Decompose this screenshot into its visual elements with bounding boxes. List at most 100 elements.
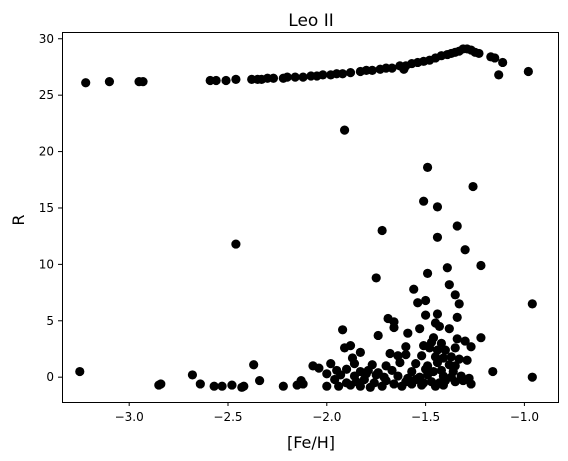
scatter-point: [377, 225, 387, 236]
axis-ticks: −3.0 −2.5 −2.0 −1.5 −1.0 0 5 10 15 20 25 30: [39, 32, 539, 424]
scatter-point: [371, 273, 381, 283]
scatter-point: [407, 366, 417, 377]
scatter-point: [498, 57, 508, 68]
scatter-point: [298, 72, 308, 82]
scatter-point: [345, 380, 356, 390]
scatter-point: [322, 369, 332, 379]
scatter-point: [221, 75, 231, 86]
scatter-point: [395, 357, 405, 368]
scatter-point: [421, 310, 431, 320]
scatter-point: [452, 221, 462, 231]
scatter-point: [476, 260, 486, 271]
scatter-point: [432, 202, 443, 212]
scatter-point: [187, 370, 198, 380]
scatter-point: [334, 381, 344, 391]
scatter-point: [255, 375, 265, 386]
scatter-point: [231, 74, 241, 84]
scatter-point: [444, 280, 454, 290]
scatter-point: [422, 268, 433, 279]
x-tick-label: −3.0: [115, 410, 144, 424]
scatter-point: [377, 381, 387, 391]
x-tick-label: −1.0: [510, 410, 539, 424]
scatter-point: [231, 239, 241, 249]
scatter-point: [466, 342, 476, 352]
scatter-point: [355, 381, 365, 391]
scatter-point: [341, 364, 352, 374]
scatter-point: [460, 336, 470, 346]
y-tick-label: 15: [39, 201, 54, 215]
scatter-point: [209, 381, 219, 391]
scatter-point: [298, 379, 308, 389]
scatter-point: [104, 77, 115, 87]
y-axis-label: R: [9, 214, 28, 225]
scatter-point: [440, 345, 450, 355]
scatter-point: [466, 379, 476, 389]
scatter-point: [421, 295, 431, 306]
scatter-point: [444, 324, 454, 334]
scatter-point: [407, 379, 417, 389]
scatter-point: [278, 381, 288, 391]
scatter-point: [401, 350, 411, 360]
scatter-point: [452, 334, 462, 344]
scatter-point: [434, 321, 445, 332]
scatter-point: [389, 379, 399, 389]
scatter-point: [468, 181, 478, 192]
scatter-point: [138, 77, 148, 87]
scatter-point: [446, 352, 456, 362]
y-tick-label: 10: [39, 257, 54, 271]
scatter-point: [460, 245, 470, 255]
x-tick-label: −2.5: [213, 410, 242, 424]
scatter-point: [282, 72, 292, 82]
scatter-point: [330, 374, 340, 385]
x-tick-label: −2.0: [312, 410, 341, 424]
scatter-point: [217, 381, 227, 391]
scatter-point: [436, 338, 447, 348]
scatter-point: [523, 66, 533, 77]
scatter-point: [454, 354, 464, 364]
scatter-point: [239, 381, 249, 391]
scatter-point: [419, 196, 429, 206]
y-tick-label: 30: [39, 32, 54, 46]
scatter-point: [403, 328, 413, 338]
scatter-point: [432, 232, 443, 242]
scatter-point: [389, 322, 399, 333]
scatter-point: [458, 375, 468, 386]
scatter-point: [474, 48, 484, 59]
scatter-point: [355, 347, 365, 357]
y-tick-label: 25: [39, 88, 54, 102]
scatter-point: [318, 70, 328, 80]
scatter-point: [409, 284, 419, 294]
scatter-point: [156, 379, 166, 389]
scatter-point: [338, 325, 348, 335]
scatter-point: [314, 363, 324, 373]
scatter-point: [494, 70, 504, 80]
scatter-point: [413, 298, 423, 308]
scatter-point: [359, 374, 369, 385]
scatter-point: [450, 290, 460, 300]
scatter-point: [195, 379, 205, 389]
scatter-point: [75, 366, 85, 377]
scatter-point: [422, 370, 433, 380]
scatter-point: [393, 371, 403, 381]
x-tick-label: −1.5: [411, 410, 440, 424]
scatter-point: [373, 330, 383, 341]
scatter-point: [454, 299, 464, 309]
y-tick-label: 0: [46, 370, 54, 384]
scatter-point: [399, 64, 409, 74]
scatter-point: [387, 63, 397, 73]
scatter-point: [211, 75, 221, 86]
scatter-point: [81, 78, 91, 88]
scatter-point: [339, 125, 350, 135]
scatter-point: [432, 309, 443, 319]
scatter-point: [417, 380, 427, 390]
scatter-point: [367, 65, 377, 75]
scatter-point: [322, 381, 332, 391]
scatter-point: [430, 381, 441, 391]
scatter-point: [397, 381, 407, 391]
scatter-point: [268, 73, 279, 83]
scatter-point: [438, 380, 448, 390]
x-axis-label: [Fe/H]: [287, 433, 335, 452]
scatter-point: [401, 342, 411, 352]
